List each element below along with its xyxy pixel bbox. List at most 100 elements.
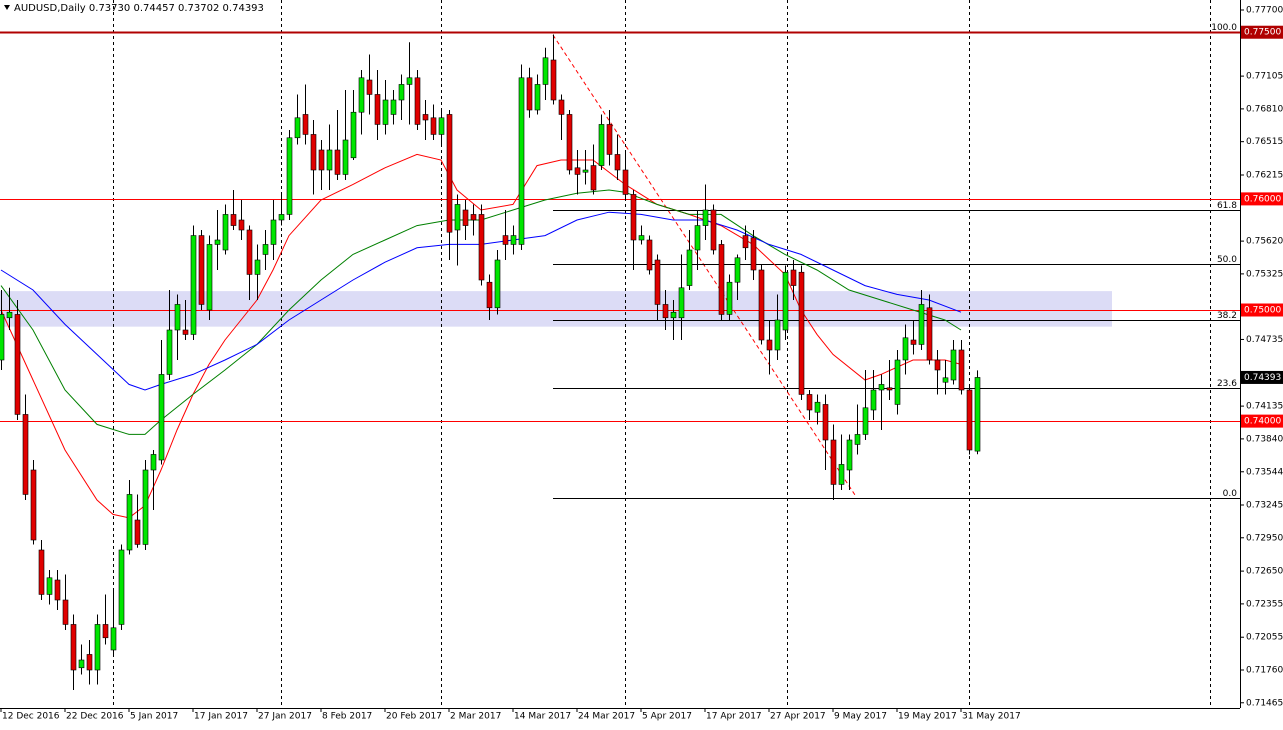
- candle-body: [46, 577, 53, 595]
- candle-body: [838, 464, 845, 485]
- x-tick-label: 19 May 2017: [898, 712, 957, 722]
- fib-label: 100.0: [1211, 23, 1237, 33]
- candle-body: [950, 349, 957, 381]
- chart-title: AUDUSD,Daily 0.73730 0.74457 0.73702 0.7…: [14, 3, 264, 14]
- candle-body: [446, 114, 453, 233]
- candle-body: [278, 214, 285, 221]
- candle-body: [886, 387, 893, 391]
- y-tick-label: 0.71760: [1246, 666, 1283, 676]
- x-tick-label: 12 Dec 2016: [2, 712, 60, 722]
- candle-body: [94, 624, 101, 671]
- candle-body: [750, 237, 757, 271]
- candle-body: [830, 439, 837, 485]
- candle-body: [766, 339, 773, 351]
- candle-body: [550, 59, 557, 101]
- candle-body: [38, 549, 45, 595]
- candle-body: [726, 281, 733, 315]
- fib-label: 61.8: [1217, 201, 1237, 211]
- x-tick-label: 17 Jan 2017: [194, 712, 248, 722]
- candle-body: [878, 384, 885, 391]
- candle-body: [718, 244, 725, 315]
- candle-body: [198, 235, 205, 305]
- last-price-label: 0.74393: [1244, 373, 1281, 383]
- x-tick-label: 17 Apr 2017: [706, 712, 762, 722]
- support-zone: [0, 291, 1112, 327]
- x-tick-label: 14 Mar 2017: [514, 712, 571, 722]
- candle-body: [222, 214, 229, 251]
- candle-body: [918, 304, 925, 345]
- candle-body: [438, 117, 445, 135]
- candle-body: [190, 235, 197, 335]
- candle-body: [814, 401, 821, 413]
- candle-body: [526, 77, 533, 111]
- candle-body: [758, 269, 765, 341]
- candle-body: [870, 389, 877, 411]
- level-label-box: [1241, 25, 1283, 39]
- candle-body: [62, 599, 69, 625]
- candle-body: [174, 304, 181, 331]
- candle-body: [502, 235, 509, 245]
- candle-body: [310, 134, 317, 171]
- y-tick-label: 0.73245: [1246, 501, 1283, 511]
- candle-body: [542, 57, 549, 85]
- candle-body: [230, 214, 237, 226]
- candle-body: [966, 389, 973, 451]
- moving-average: [0, 153, 962, 519]
- candle-body: [790, 269, 797, 286]
- candle-body: [942, 377, 949, 383]
- candle-body: [302, 114, 309, 135]
- candle-body: [494, 259, 501, 309]
- fib-label: 23.6: [1217, 379, 1237, 389]
- candle-body: [454, 204, 461, 231]
- candle-body: [854, 434, 861, 445]
- candle-body: [710, 209, 717, 251]
- x-tick-label: 5 Apr 2017: [642, 712, 692, 722]
- candle-body: [558, 99, 565, 115]
- candle-body: [934, 359, 941, 371]
- candle-body: [694, 225, 701, 251]
- x-tick-label: 22 Dec 2016: [66, 712, 124, 722]
- candle-body: [638, 235, 645, 241]
- y-tick-label: 0.77105: [1246, 72, 1283, 82]
- level-label-box: [1241, 303, 1283, 317]
- candle-body: [486, 281, 493, 309]
- candle-body: [102, 624, 109, 639]
- x-tick-label: 27 Apr 2017: [770, 712, 826, 722]
- candle-body: [54, 579, 61, 601]
- level-label: 0.75000: [1244, 306, 1281, 316]
- candle-body: [630, 194, 637, 241]
- header-arrow: [4, 5, 10, 10]
- level-label: 0.74000: [1244, 417, 1281, 427]
- candle-body: [86, 654, 93, 671]
- candle-body: [14, 314, 21, 415]
- candle-body: [142, 469, 149, 545]
- candle-body: [342, 139, 349, 175]
- candle-body: [326, 149, 333, 171]
- candle-body: [478, 214, 485, 281]
- candle-body: [110, 627, 117, 651]
- candle-body: [118, 549, 125, 625]
- candle-body: [846, 439, 853, 471]
- candle-body: [518, 77, 525, 245]
- y-tick-label: 0.71465: [1246, 698, 1283, 708]
- candle-body: [566, 114, 573, 171]
- candle-body: [470, 214, 477, 221]
- x-tick-label: 2 Mar 2017: [450, 712, 501, 722]
- x-tick-label: 9 May 2017: [834, 712, 887, 722]
- candle-body: [430, 117, 437, 135]
- symbol: AUDUSD,Daily: [14, 3, 86, 14]
- candle-body: [534, 84, 541, 111]
- candle-body: [678, 287, 685, 319]
- fib-label: 38.2: [1217, 311, 1237, 321]
- candle-body: [390, 99, 397, 115]
- candle-body: [366, 79, 373, 95]
- candle-body: [822, 404, 829, 441]
- y-tick-label: 0.75325: [1246, 269, 1283, 279]
- candle-body: [590, 165, 597, 191]
- y-tick-label: 0.72950: [1246, 533, 1283, 543]
- y-tick-label: 0.76810: [1246, 104, 1283, 114]
- candle-body: [134, 519, 141, 545]
- candle-body: [910, 339, 917, 345]
- candle-body: [582, 169, 589, 173]
